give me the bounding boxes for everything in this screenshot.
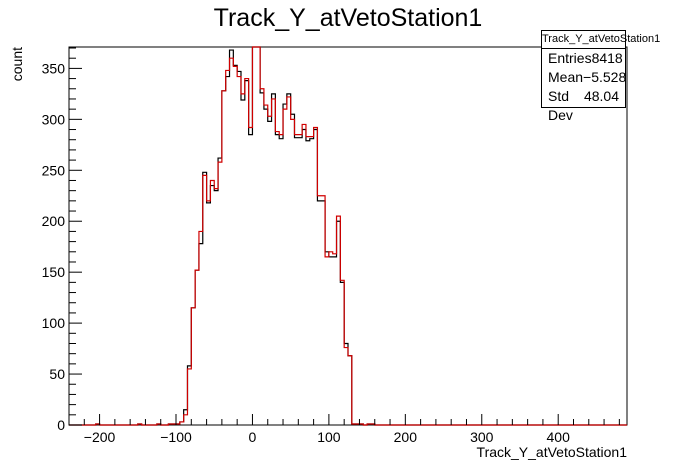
y-axis-label: count	[9, 47, 25, 81]
y-tick-label: 50	[49, 366, 65, 382]
stats-label: Entries	[548, 50, 592, 66]
stats-box: Track_Y_atVetoStation1 Entries 8418 Mean…	[541, 30, 660, 123]
stats-row-stddev: Std Dev 48.04	[542, 87, 625, 123]
x-tick-label: −200	[84, 429, 116, 445]
y-tick-label: 200	[42, 213, 66, 229]
x-tick-label: −100	[160, 429, 192, 445]
stats-label: Std Dev	[548, 88, 573, 123]
histogram-series-red	[69, 46, 627, 426]
stats-label: Mean	[548, 69, 584, 85]
x-axis-label: Track_Y_atVetoStation1	[477, 444, 628, 460]
y-tick-label: 250	[42, 162, 66, 178]
y-tick-label: 100	[42, 315, 66, 331]
x-tick-label: 100	[317, 429, 341, 445]
x-tick-label: 0	[249, 429, 257, 445]
stats-header: Track_Y_atVetoStation1	[542, 31, 660, 49]
x-tick-label: 400	[547, 429, 571, 445]
stats-row-mean: Mean −5.528	[542, 68, 627, 87]
stats-value: 48.04	[583, 88, 619, 104]
y-tick-label: 0	[57, 417, 65, 433]
y-tick-label: 150	[42, 264, 66, 280]
x-tick-label: 200	[394, 429, 418, 445]
plot-frame	[68, 46, 628, 426]
stats-value: −5.528	[583, 69, 627, 85]
y-tick-label: 300	[42, 111, 66, 127]
x-tick-label: 300	[470, 429, 494, 445]
y-tick-label: 350	[42, 60, 66, 76]
stats-row-entries: Entries 8418	[542, 49, 625, 68]
stats-value: 8418	[591, 50, 623, 66]
chart-title: Track_Y_atVetoStation1	[213, 4, 483, 32]
